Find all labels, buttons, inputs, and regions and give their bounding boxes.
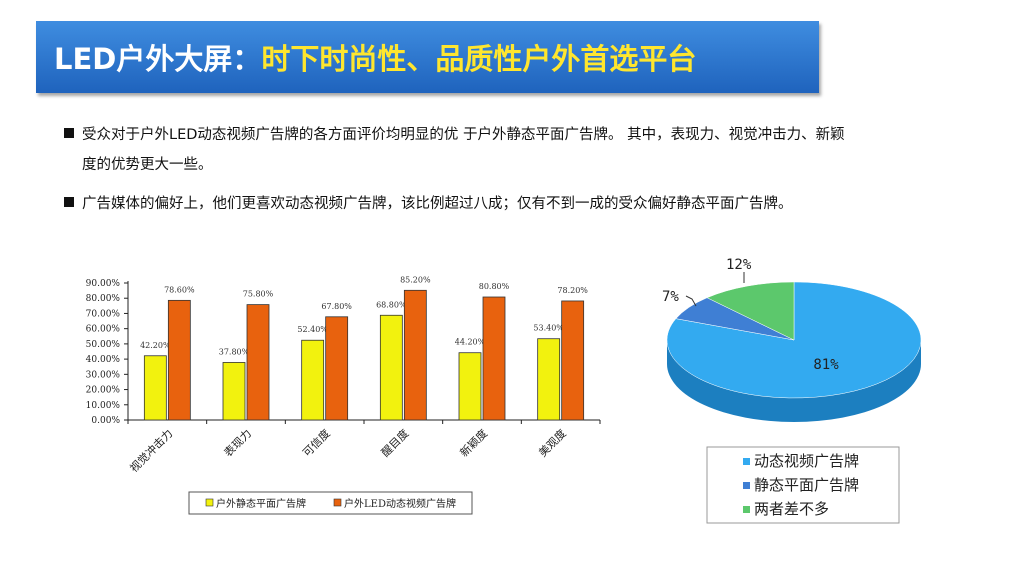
legend-swatch bbox=[743, 482, 750, 489]
bar-led-rect bbox=[482, 296, 506, 421]
bar-led-rect bbox=[167, 299, 191, 421]
data-label: 85.20% bbox=[400, 275, 431, 284]
x-category-label: 美观度 bbox=[536, 426, 569, 459]
bar-chart: 0.00% 10.00% 20.00% 30.00% 40.00% 50.00% 60.00… bbox=[86, 275, 601, 515]
bullet-1-line-2: 度的优势更大一些。 bbox=[82, 157, 213, 173]
data-label: 52.40% bbox=[297, 325, 328, 334]
bar-static bbox=[143, 355, 167, 421]
y-tick-label: 60.00% bbox=[86, 325, 121, 335]
bar-static-rect bbox=[143, 355, 167, 421]
data-label: 42.20% bbox=[140, 341, 171, 350]
bullet-square-icon bbox=[64, 197, 74, 207]
data-label: 67.80% bbox=[321, 302, 352, 311]
bar-static bbox=[458, 352, 482, 421]
legend-label: 户外静态平面广告牌 bbox=[216, 497, 306, 510]
x-category-label: 视觉冲击力 bbox=[127, 426, 176, 475]
bullet-2-text: 广告媒体的偏好上，他们更喜欢动态视频广告牌，该比例超过八成；仅有不到一成的受众偏… bbox=[82, 196, 793, 212]
y-tick-label: 0.00% bbox=[91, 416, 120, 426]
pie-slice bbox=[706, 281, 795, 341]
legend-label: 静态平面广告牌 bbox=[754, 476, 859, 494]
data-label: 68.80% bbox=[376, 300, 407, 309]
legend-box bbox=[706, 446, 900, 524]
y-tick-label: 70.00% bbox=[86, 309, 121, 319]
y-tick-label: 90.00% bbox=[86, 279, 121, 289]
bullet-1-line-1: 受众对于户外LED动态视频广告牌的各方面评价均明显的优 于户外静态平面广告牌。 … bbox=[82, 127, 845, 143]
bullet-square-icon bbox=[64, 128, 74, 138]
y-tick-label: 10.00% bbox=[86, 401, 121, 411]
pie-slice-label: 12% bbox=[726, 257, 752, 273]
bullet-1: 受众对于户外LED动态视频广告牌的各方面评价均明显的优 于户外静态平面广告牌。 … bbox=[64, 120, 845, 180]
x-category-label: 新颖度 bbox=[457, 426, 490, 459]
pie-slice-label: 81% bbox=[813, 357, 839, 373]
data-label: 78.20% bbox=[557, 286, 588, 295]
legend-swatch bbox=[333, 498, 342, 507]
bar-static bbox=[222, 362, 246, 421]
legend-label: 两者差不多 bbox=[754, 500, 829, 518]
bar-static-rect bbox=[458, 352, 482, 421]
bar-static bbox=[537, 338, 561, 421]
data-label: 44.20% bbox=[455, 338, 486, 347]
bar-chart-legend: 户外静态平面广告牌 户外LED动态视频广告牌 bbox=[188, 491, 473, 515]
bar-static bbox=[379, 314, 403, 421]
bar-led bbox=[325, 316, 349, 421]
title-bar: LED户外大屏： 时下时尚性、品质性户外首选平台 bbox=[36, 21, 819, 93]
bar-led-rect bbox=[246, 304, 270, 421]
data-label: 53.40% bbox=[533, 324, 564, 333]
bar-static-rect bbox=[222, 362, 246, 421]
data-label: 37.80% bbox=[219, 347, 250, 356]
bar-led-rect bbox=[325, 316, 349, 421]
legend-label: 户外LED动态视频广告牌 bbox=[344, 497, 456, 510]
data-label: 78.60% bbox=[164, 285, 195, 294]
y-tick-label: 50.00% bbox=[86, 340, 121, 350]
bar-led bbox=[403, 289, 427, 421]
x-category-label: 醒目度 bbox=[378, 426, 411, 459]
bar-static bbox=[301, 339, 325, 421]
y-tick-label: 30.00% bbox=[86, 370, 121, 380]
pie-slice-label: 7% bbox=[662, 289, 679, 305]
y-tick-label: 20.00% bbox=[86, 386, 121, 396]
bar-static-rect bbox=[537, 338, 561, 421]
bar-static-rect bbox=[379, 314, 403, 421]
y-tick-label: 80.00% bbox=[86, 294, 121, 304]
bullet-2: 广告媒体的偏好上，他们更喜欢动态视频广告牌，该比例超过八成；仅有不到一成的受众偏… bbox=[64, 189, 793, 219]
page-title-highlight: 时下时尚性、品质性户外首选平台 bbox=[261, 42, 697, 76]
y-tick-label: 40.00% bbox=[86, 355, 121, 365]
pie-side bbox=[667, 340, 921, 422]
pie-slice bbox=[666, 281, 922, 399]
bar-led bbox=[482, 296, 506, 421]
bar-led bbox=[246, 304, 270, 421]
bar-led bbox=[561, 300, 585, 421]
bar-static-rect bbox=[301, 339, 325, 421]
bar-led bbox=[167, 299, 191, 421]
x-category-label: 表现力 bbox=[221, 426, 254, 459]
bar-led-rect bbox=[561, 300, 585, 421]
legend-label: 动态视频广告牌 bbox=[754, 452, 859, 470]
pie-slice-side bbox=[667, 340, 921, 422]
x-category-label: 可信度 bbox=[300, 426, 333, 459]
page-title-prefix: LED户外大屏： bbox=[54, 42, 262, 76]
data-label: 75.80% bbox=[243, 290, 274, 299]
legend-swatch bbox=[205, 498, 214, 507]
legend-swatch bbox=[743, 458, 750, 465]
legend-box bbox=[188, 491, 473, 515]
leader-line bbox=[685, 295, 697, 307]
data-label: 80.80% bbox=[479, 282, 510, 291]
legend-swatch bbox=[743, 506, 750, 513]
bar-led-rect bbox=[403, 289, 427, 421]
